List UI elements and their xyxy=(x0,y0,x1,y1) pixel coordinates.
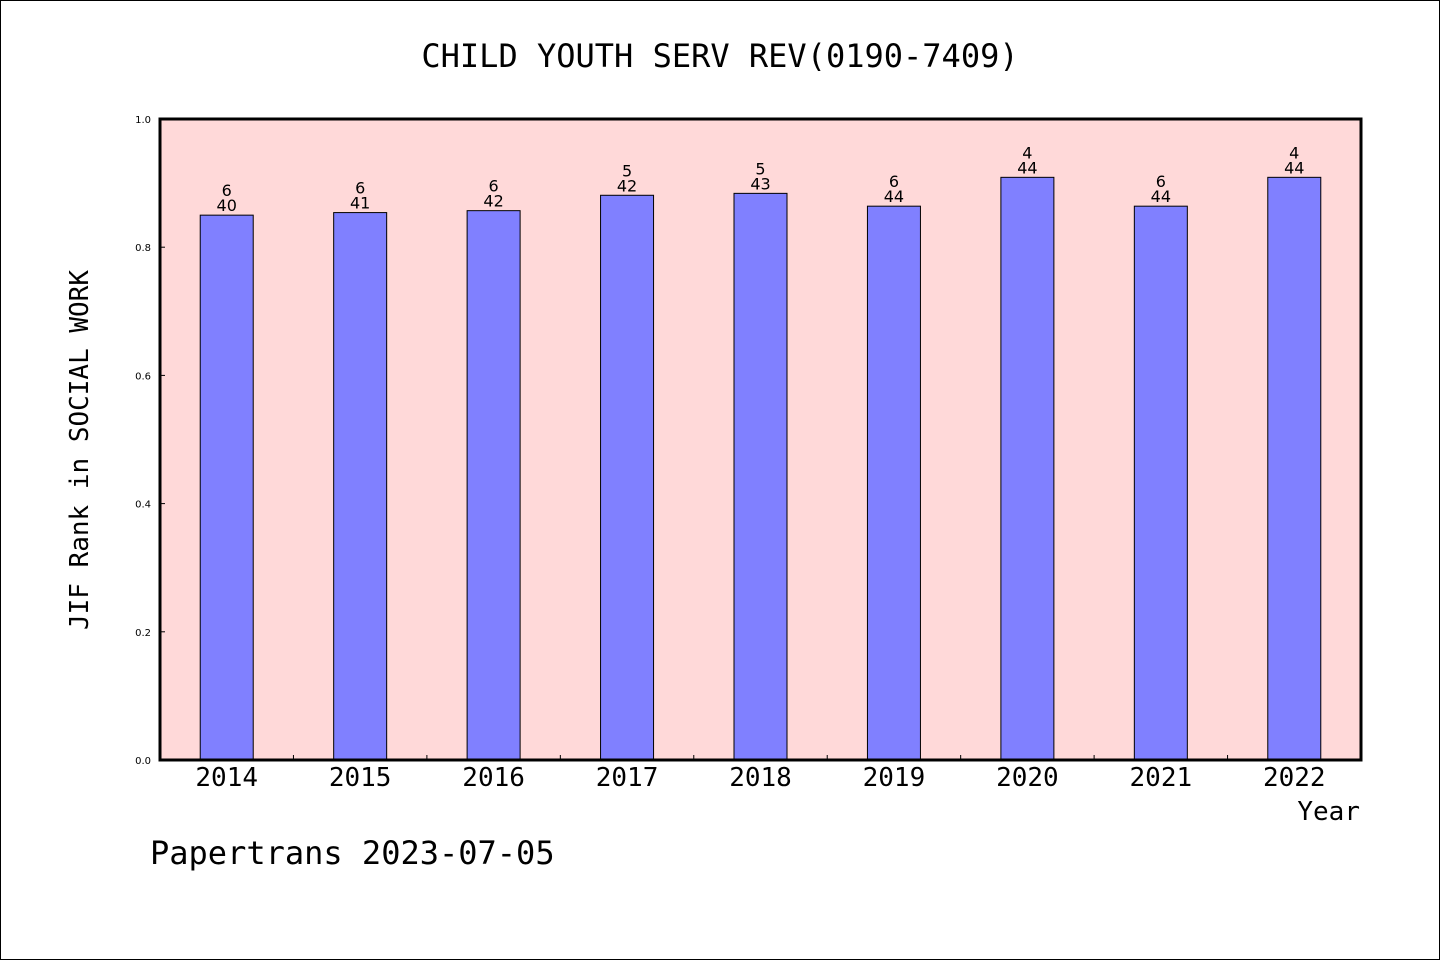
bar-total-label: 43 xyxy=(750,174,770,193)
bar-total-label: 44 xyxy=(1151,187,1171,206)
bar-2016 xyxy=(466,210,521,761)
source-footer: Papertrans 2023-07-05 xyxy=(150,834,555,872)
y-tick-label: 0.0 xyxy=(135,756,151,767)
bar-total-label: 40 xyxy=(217,196,237,215)
bar-rank-label: 6 xyxy=(355,179,365,198)
bar-total-label: 42 xyxy=(483,192,503,211)
x-axis-label: Year xyxy=(1297,797,1360,827)
y-tick-label: 0.8 xyxy=(135,243,151,254)
bar-rank-label: 4 xyxy=(1289,143,1299,162)
bar-2017 xyxy=(600,194,655,761)
chart-title: CHILD YOUTH SERV REV(0190-7409) xyxy=(421,37,1018,75)
x-tick-label: 2020 xyxy=(996,763,1059,793)
bar-rank-label: 6 xyxy=(1156,172,1166,191)
x-axis: 2014 2015 2016 2017 2018 2019 2020 2021 2022 xyxy=(195,755,1326,793)
bar-total-label: 44 xyxy=(1017,158,1037,177)
bar-rank-label: 5 xyxy=(755,159,765,178)
bar-2021 xyxy=(1133,205,1188,761)
y-tick-label: 0.6 xyxy=(135,371,151,382)
bar-rank-label: 4 xyxy=(1022,143,1032,162)
bar-2015 xyxy=(333,212,388,761)
x-tick-label: 2021 xyxy=(1130,763,1193,793)
y-tick-label: 0.2 xyxy=(135,628,151,639)
bar-rank-label: 6 xyxy=(889,172,899,191)
bar-2020 xyxy=(1000,176,1055,761)
y-axis-label: JIF Rank in SOCIAL WORK xyxy=(65,270,95,630)
x-tick-label: 2017 xyxy=(596,763,659,793)
y-tick-label: 0.4 xyxy=(135,500,151,511)
bar-2018 xyxy=(733,192,788,761)
x-tick-label: 2015 xyxy=(329,763,392,793)
bar-rank-label: 5 xyxy=(622,161,632,180)
x-tick-label: 2018 xyxy=(729,763,792,793)
x-tick-label: 2019 xyxy=(863,763,926,793)
bar-total-label: 41 xyxy=(350,194,370,213)
bar-total-label: 44 xyxy=(884,187,904,206)
bar-2014 xyxy=(199,214,254,761)
bar-2022 xyxy=(1267,176,1322,761)
bar-rank-label: 6 xyxy=(489,177,499,196)
bar-total-label: 42 xyxy=(617,176,637,195)
x-tick-label: 2016 xyxy=(462,763,525,793)
y-tick-label: 1.0 xyxy=(135,115,151,126)
x-tick-label: 2022 xyxy=(1263,763,1326,793)
bar-2019 xyxy=(866,205,921,761)
bar-total-label: 44 xyxy=(1284,158,1304,177)
x-tick-label: 2014 xyxy=(195,763,258,793)
bar-rank-label: 6 xyxy=(222,181,232,200)
plot-border xyxy=(158,117,1363,762)
